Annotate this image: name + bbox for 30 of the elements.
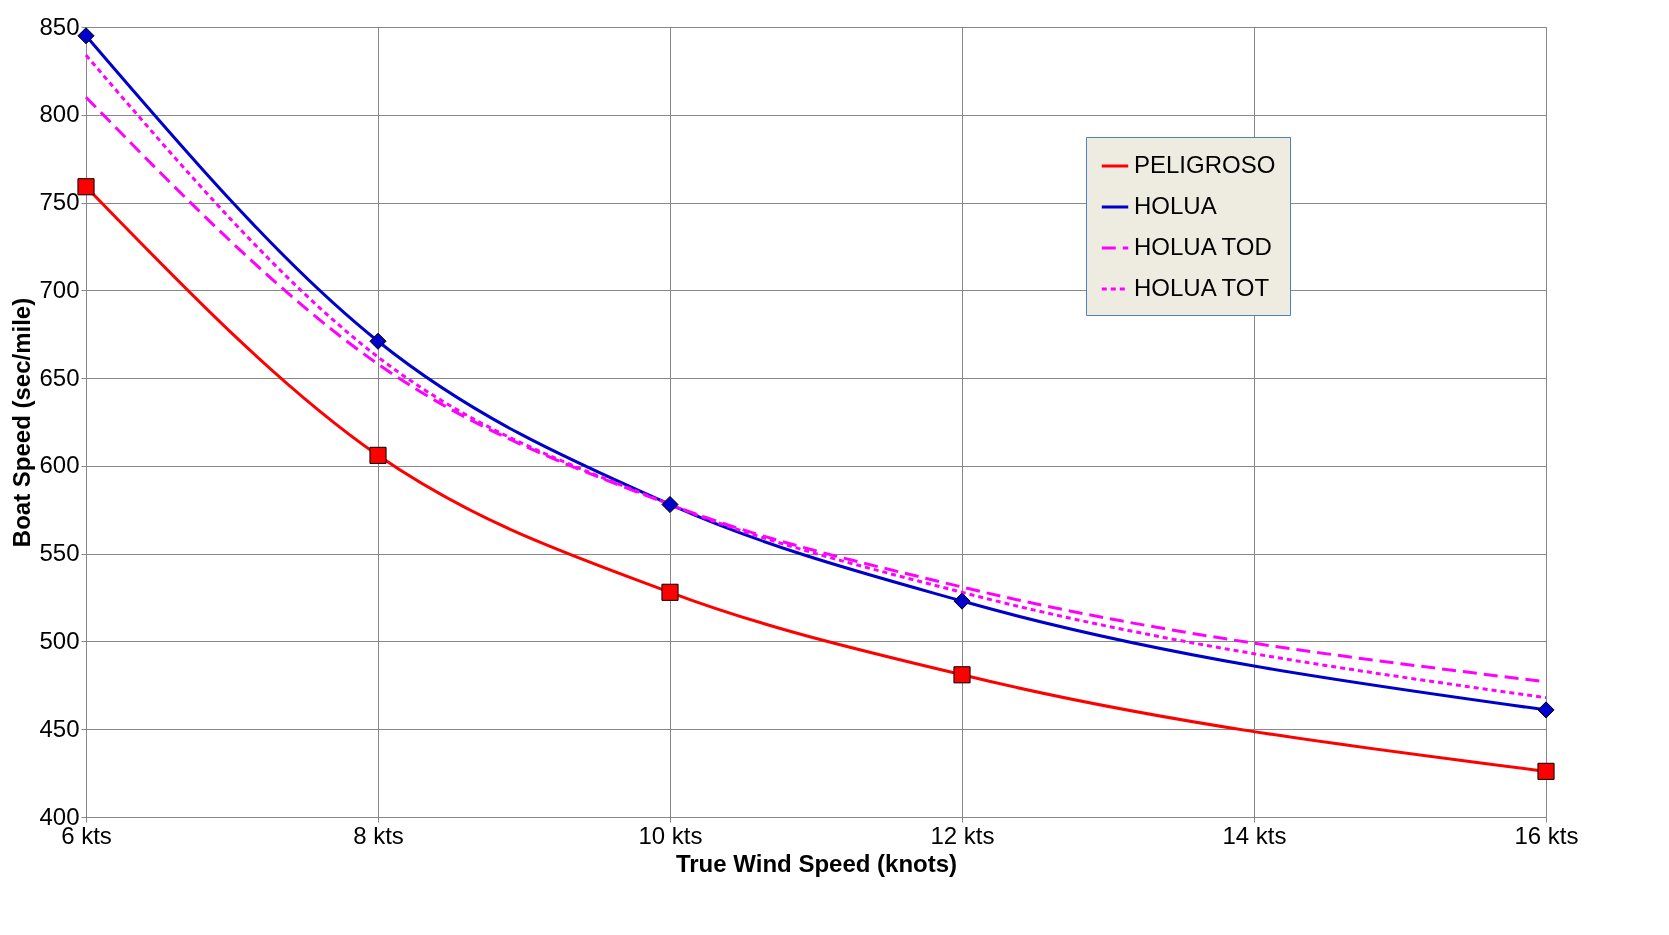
y-tick-label: 550 — [39, 539, 80, 567]
x-tick-label: 12 kts — [930, 821, 995, 849]
point — [77, 27, 95, 45]
legend-label: HOLUA — [1134, 192, 1217, 219]
legend-label: HOLUA TOD — [1134, 233, 1272, 260]
y-tick-label: 450 — [39, 714, 80, 742]
legend-label: PELIGROSO — [1134, 151, 1276, 178]
y-tick-label: 700 — [39, 275, 80, 303]
y-tick-label: 850 — [39, 12, 80, 40]
point — [953, 592, 971, 610]
x-tick-label: 16 kts — [1514, 821, 1579, 849]
point — [661, 495, 679, 514]
x-tick-label: 8 kts — [353, 821, 404, 849]
y-tick-label: 750 — [39, 188, 80, 216]
point — [1537, 762, 1555, 780]
y-tick-label: 500 — [39, 626, 80, 654]
y-tick-label: 650 — [39, 363, 80, 391]
legend-label: HOLUA TOT — [1134, 274, 1270, 301]
x-tick-label: 14 kts — [1222, 821, 1287, 849]
point — [1537, 701, 1555, 719]
y-axis-title: Boat Speed (sec/mile) — [8, 297, 36, 548]
point — [661, 583, 679, 601]
y-tick-label: 600 — [39, 451, 80, 479]
point — [369, 446, 387, 464]
x-axis-title: True Wind Speed (knots) — [675, 849, 958, 877]
point — [77, 178, 95, 196]
x-tick-label: 10 kts — [638, 821, 703, 849]
y-tick-label: 800 — [39, 100, 80, 128]
point — [369, 332, 387, 350]
point — [953, 666, 971, 684]
